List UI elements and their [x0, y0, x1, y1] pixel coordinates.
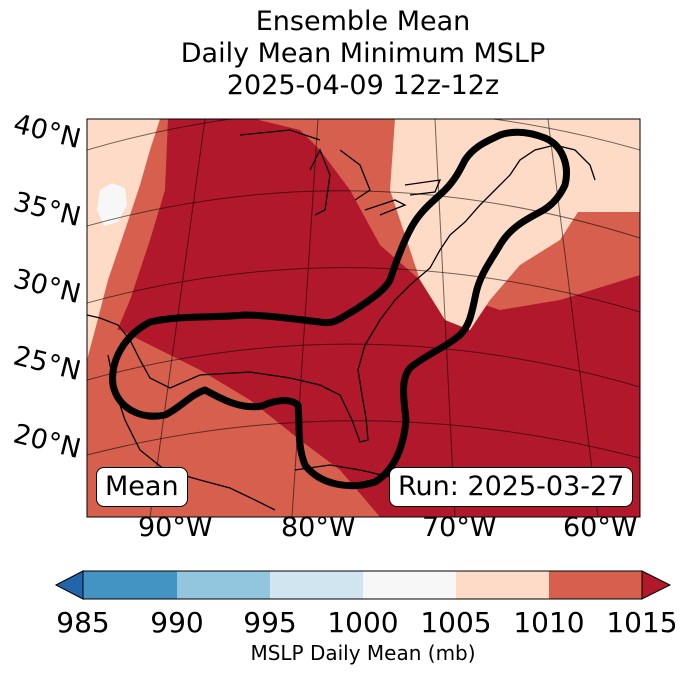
run-date-label: Run: 2025-03-27 [389, 467, 634, 507]
lake-huron [339, 149, 371, 201]
meridian-60 [547, 119, 599, 517]
parallel-40 [87, 119, 640, 151]
colorbar-bin-1010-1015 [549, 571, 642, 599]
parallel-20 [87, 420, 640, 459]
lon-label-90w: 90°W [138, 512, 213, 543]
colorbar-bin-985-990 [83, 571, 177, 599]
colorbar-tick-985: 985 [56, 606, 110, 639]
mean-label: Mean [96, 467, 188, 507]
title-line-1: Ensemble Mean [255, 6, 471, 37]
lon-label-70w: 70°W [422, 512, 497, 543]
colorbar-bin-1000-1005 [363, 571, 456, 599]
ensemble-mean-contour [109, 128, 570, 490]
lon-label-60w: 60°W [563, 512, 638, 543]
lake-erie [364, 199, 407, 216]
colorbar-tick-1010: 1010 [513, 606, 585, 639]
colorbar-tick-995: 995 [243, 606, 297, 639]
title-line-3: 2025-04-09 12z-12z [226, 70, 500, 101]
colorbar-under-arrow [54, 570, 84, 600]
pressure-region-1000-west [97, 183, 127, 226]
parallel-35 [87, 190, 640, 239]
colorbar-tick-1015: 1015 [606, 606, 678, 639]
colorbar-label: MSLP Daily Mean (mb) [250, 641, 476, 665]
map-frame [86, 118, 641, 518]
parallel-30 [87, 267, 640, 313]
colorbar-tick-1005: 1005 [420, 606, 492, 639]
lake-superior [239, 129, 321, 141]
title-line-2: Daily Mean Minimum MSLP [180, 38, 546, 69]
us-gulf-atlantic-coast [87, 144, 596, 443]
lon-label-80w: 80°W [281, 512, 356, 543]
colorbar-tick-1000: 1000 [327, 606, 399, 639]
colorbar-frame [82, 570, 643, 600]
pressure-region-1005-west [87, 119, 160, 360]
colorbar-bin-995-1000 [270, 571, 363, 599]
colorbar-bin-1005-1010 [456, 571, 549, 599]
colorbar-bin-990-995 [177, 571, 270, 599]
colorbar-over-arrow [641, 570, 672, 600]
parallel-25 [87, 343, 640, 388]
lake-michigan [309, 148, 331, 216]
lake-ontario [404, 179, 442, 196]
colorbar-tick-990: 990 [150, 606, 204, 639]
colorbar [54, 570, 672, 600]
